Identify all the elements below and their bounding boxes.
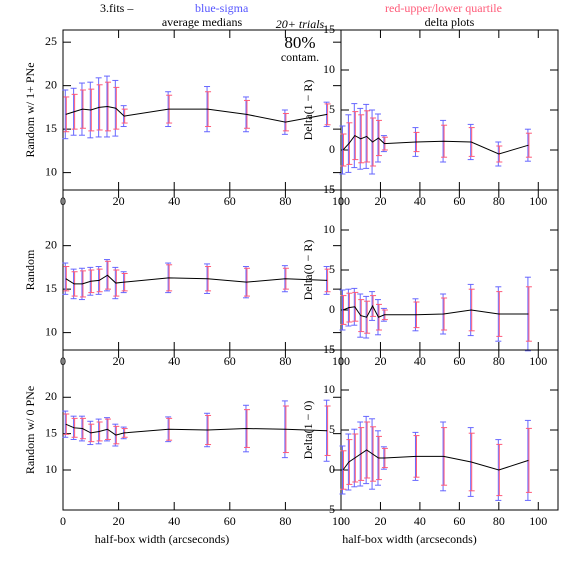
- y-tick-label: 0: [329, 302, 335, 316]
- y-axis-label: Random w/ 1+ PNe: [23, 62, 37, 157]
- error-bar: [62, 262, 69, 295]
- x-tick-label: 100: [529, 194, 547, 208]
- x-tick-label: 0: [60, 514, 66, 528]
- y-axis-label: Delta(1 − 0): [301, 401, 315, 460]
- error-bar: [324, 405, 331, 456]
- y-tick-label: 15: [45, 425, 57, 439]
- y-tick-label: 20: [45, 389, 57, 403]
- x-tick-label: 60: [224, 194, 236, 208]
- x-tick-label: 80: [493, 354, 505, 368]
- x-tick-label: 0: [338, 514, 344, 528]
- x-tick-label: 80: [493, 194, 505, 208]
- y-tick-label: 15: [323, 182, 335, 196]
- quartile-note: red-upper/lower quartile: [385, 1, 502, 15]
- panel-title: average medians: [162, 15, 243, 29]
- data-line: [342, 304, 529, 318]
- x-tick-label: 40: [168, 514, 180, 528]
- x-axis-label: half-box width (arcseconds): [95, 532, 230, 546]
- x-tick-label: 80: [279, 514, 291, 528]
- x-tick-label: 80: [493, 514, 505, 528]
- data-line: [342, 449, 529, 471]
- x-axis-label: half-box width (arcseconds): [342, 532, 477, 546]
- y-tick-label: 15: [323, 342, 335, 356]
- error-bar: [324, 103, 331, 126]
- y-tick-label: 0: [329, 142, 335, 156]
- x-tick-label: 100: [529, 354, 547, 368]
- x-tick-label: 100: [332, 514, 350, 528]
- x-tick-label: 80: [279, 354, 291, 368]
- trials-note: 20+ trials: [276, 17, 325, 31]
- y-tick-label: 20: [45, 237, 57, 251]
- error-bar: [339, 289, 346, 331]
- y-tick-label: -5: [325, 502, 335, 516]
- y-tick-label: 15: [323, 22, 335, 36]
- x-tick-label: 40: [414, 194, 426, 208]
- error-bar: [62, 89, 69, 140]
- file-name: 3.fits –: [100, 1, 134, 15]
- x-tick-label: 40: [414, 514, 426, 528]
- x-tick-label: 20: [374, 354, 386, 368]
- y-axis-label: Random: [23, 249, 37, 290]
- data-line: [65, 423, 328, 436]
- x-tick-label: 60: [453, 514, 465, 528]
- x-tick-label: 60: [224, 354, 236, 368]
- y-tick-label: 15: [45, 121, 57, 135]
- error-bar: [339, 445, 346, 495]
- error-bar: [525, 427, 532, 493]
- y-tick-label: 5: [329, 422, 335, 436]
- y-tick-label: 15: [45, 281, 57, 295]
- x-tick-label: 20: [374, 514, 386, 528]
- x-tick-label: 20: [374, 194, 386, 208]
- x-tick-label: 40: [168, 354, 180, 368]
- y-tick-label: 5: [329, 102, 335, 116]
- x-tick-label: 20: [113, 514, 125, 528]
- sigma-note: blue-sigma: [195, 1, 249, 15]
- y-tick-label: -5: [325, 182, 335, 196]
- error-bar: [62, 410, 69, 438]
- y-tick-label: 10: [323, 222, 335, 236]
- error-bar: [324, 268, 331, 293]
- panel-title: delta plots: [425, 15, 475, 29]
- data-line: [342, 134, 529, 155]
- y-tick-label: 25: [45, 34, 57, 48]
- x-tick-label: 100: [529, 514, 547, 528]
- y-axis-label: Delta(1 − R): [301, 80, 315, 141]
- x-tick-label: 80: [279, 194, 291, 208]
- y-tick-label: 10: [45, 462, 57, 476]
- x-tick-label: 60: [453, 354, 465, 368]
- x-tick-label: 20: [113, 354, 125, 368]
- y-axis-label: Random w/ 0 PNe: [23, 386, 37, 474]
- y-axis-label: Delta(0 − R): [301, 240, 315, 301]
- y-tick-label: 20: [45, 77, 57, 91]
- x-tick-label: 60: [224, 514, 236, 528]
- data-line: [65, 106, 328, 123]
- error-bar: [525, 132, 532, 158]
- x-tick-label: 40: [414, 354, 426, 368]
- contam-pct: 80%: [284, 33, 315, 52]
- y-tick-label: 10: [323, 62, 335, 76]
- y-tick-label: 5: [329, 262, 335, 276]
- y-tick-label: 0: [329, 462, 335, 476]
- y-tick-label: -5: [325, 342, 335, 356]
- y-tick-label: 10: [45, 164, 57, 178]
- y-tick-label: 10: [323, 382, 335, 396]
- x-tick-label: 20: [113, 194, 125, 208]
- y-tick-label: 10: [45, 324, 57, 338]
- x-tick-label: 60: [453, 194, 465, 208]
- data-line: [65, 274, 328, 285]
- contam-note: contam.: [281, 50, 319, 64]
- x-tick-label: 40: [168, 194, 180, 208]
- error-bar: [525, 286, 532, 342]
